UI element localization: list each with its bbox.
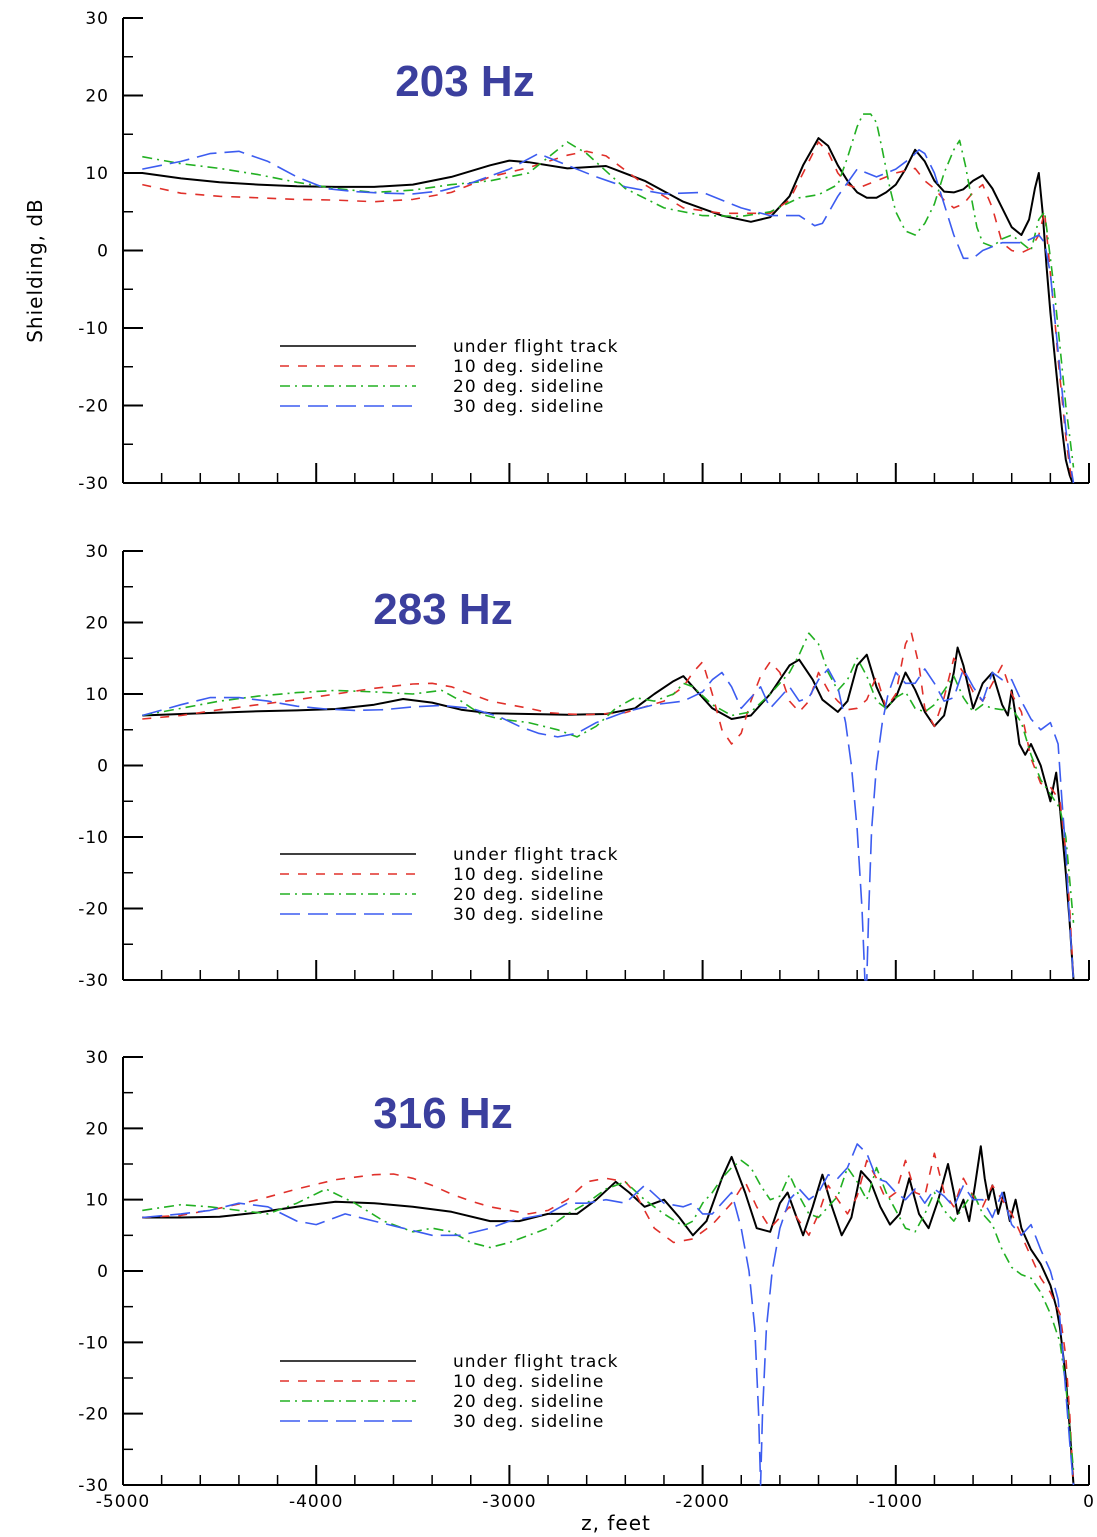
y-tick-label: 30 [85, 542, 109, 562]
y-tick-label: -30 [78, 1476, 109, 1496]
y-axis-title: Shielding, dB [23, 198, 47, 343]
y-tick-label: 30 [85, 9, 109, 29]
series-line-under-flight-track [142, 646, 1075, 981]
y-tick-label: 0 [97, 242, 109, 262]
chart-panel-3: 30 20 10 0 -10 -20 -30-5000 -4000 -3000 -2000 -100… [78, 1048, 1095, 1535]
legend-label: 30 deg. sideline [453, 1412, 604, 1432]
y-tick-label: -20 [78, 397, 109, 417]
legend-label: 10 deg. sideline [453, 1372, 604, 1392]
x-tick-label: 0 [1083, 1492, 1095, 1512]
legend-label: 20 deg. sideline [453, 1392, 604, 1412]
series-line-30-deg-sideline [142, 149, 1075, 484]
x-tick-label: -1000 [869, 1492, 923, 1512]
y-tick-label: -10 [78, 319, 109, 339]
series-line-under-flight-track [142, 137, 1074, 484]
y-tick-label: -20 [78, 1405, 109, 1425]
legend-label: 30 deg. sideline [453, 397, 604, 417]
legend-label: under flight track [453, 845, 619, 865]
series-line-10-deg-sideline [142, 631, 1075, 981]
chart-title: 203 Hz [395, 57, 534, 106]
y-tick-label: 20 [85, 614, 109, 634]
x-tick-label: -5000 [96, 1492, 150, 1512]
chart-title: 283 Hz [373, 585, 512, 634]
y-tick-label: 0 [97, 1262, 109, 1282]
legend-label: 10 deg. sideline [453, 865, 604, 885]
y-tick-label: 30 [85, 1048, 109, 1068]
legend-label: 30 deg. sideline [453, 905, 604, 925]
series-line-20-deg-sideline [142, 1159, 1075, 1471]
series-line-10-deg-sideline [142, 141, 1074, 484]
chart-title: 316 Hz [373, 1089, 512, 1138]
legend-label: 20 deg. sideline [453, 377, 604, 397]
y-tick-label: 20 [85, 1119, 109, 1139]
y-tick-label: -30 [78, 474, 109, 494]
x-tick-label: -4000 [289, 1492, 343, 1512]
series-line-20-deg-sideline [142, 113, 1075, 468]
y-tick-label: 20 [85, 87, 109, 107]
x-tick-label: -2000 [675, 1492, 729, 1512]
y-tick-label: -20 [78, 900, 109, 920]
legend-label: 10 deg. sideline [453, 357, 604, 377]
y-tick-label: 0 [97, 757, 109, 777]
series-line-10-deg-sideline [142, 1152, 1075, 1486]
y-tick-label: -30 [78, 971, 109, 991]
y-tick-label: 10 [85, 1191, 109, 1211]
y-tick-label: -10 [78, 1333, 109, 1353]
y-tick-label: 10 [85, 164, 109, 184]
y-tick-label: 10 [85, 685, 109, 705]
x-tick-label: -3000 [482, 1492, 536, 1512]
y-tick-label: -10 [78, 828, 109, 848]
series-line-30-deg-sideline [142, 1143, 1075, 1486]
legend-label: under flight track [453, 337, 619, 357]
series-line-30-deg-sideline [142, 668, 1075, 981]
series-line-20-deg-sideline [142, 632, 1075, 923]
legend-label: 20 deg. sideline [453, 885, 604, 905]
series-line-under-flight-track [142, 1145, 1075, 1486]
x-axis-title: z, feet [581, 1511, 651, 1535]
legend-label: under flight track [453, 1352, 619, 1372]
